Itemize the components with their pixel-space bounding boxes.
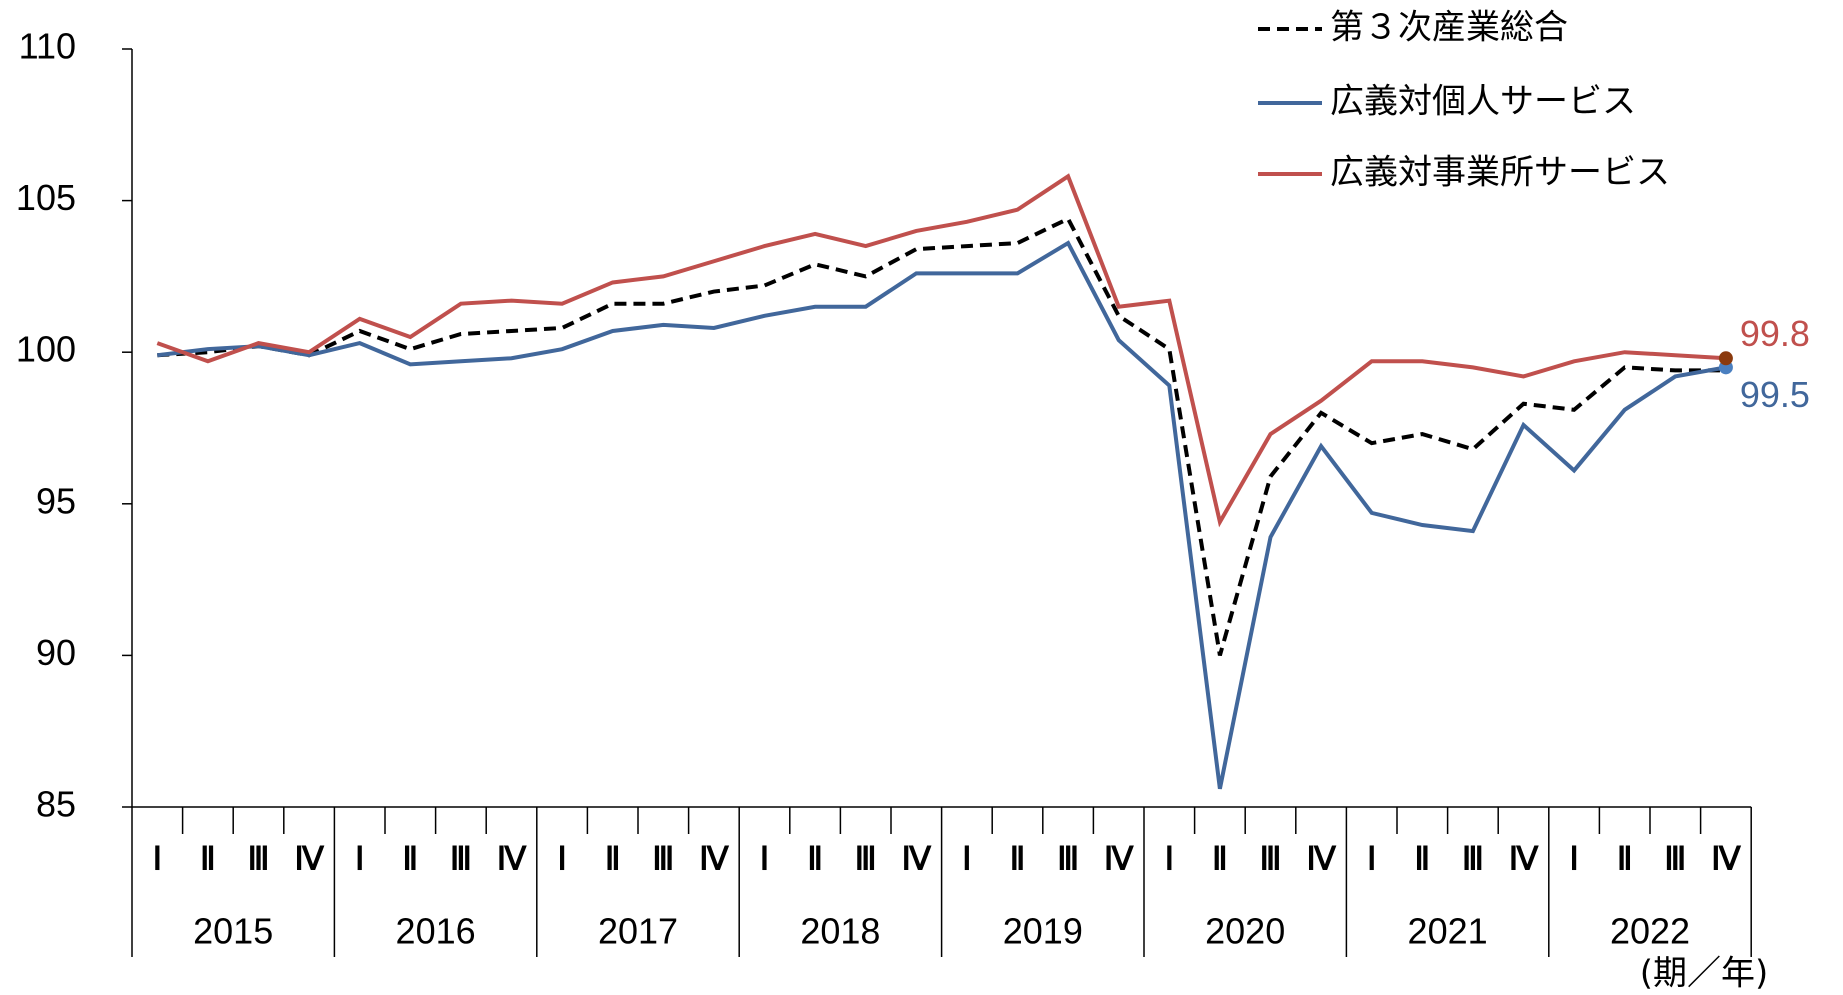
x-tick-label: Ⅱ: [807, 840, 823, 876]
series-line: [157, 240, 1727, 790]
x-tick-label: Ⅳ: [1509, 840, 1540, 876]
legend-label: 広義対個人サービス: [1330, 82, 1636, 122]
x-tick-label: Ⅱ: [1010, 840, 1026, 876]
x-tick-label: Ⅲ: [855, 840, 877, 876]
legend-label: 第３次産業総合: [1330, 8, 1568, 48]
x-axis-label: (期／年): [1640, 954, 1769, 994]
y-tick-label: 100: [16, 329, 76, 370]
x-tick-label: Ⅳ: [699, 840, 730, 876]
x-tick-label: Ⅰ: [153, 840, 162, 876]
x-tick-label: Ⅲ: [1664, 840, 1686, 876]
x-tick-label: Ⅲ: [1057, 840, 1079, 876]
y-tick-label: 105: [16, 177, 76, 218]
x-tick-label: Ⅲ: [1259, 840, 1281, 876]
x-tick-label: Ⅰ: [1165, 840, 1174, 876]
x-tick-label: Ⅱ: [200, 840, 216, 876]
end-label: 99.5: [1740, 374, 1810, 415]
x-tick-label: Ⅳ: [294, 840, 325, 876]
x-tick-label: Ⅳ: [1104, 840, 1135, 876]
x-tick-label: Ⅲ: [247, 840, 269, 876]
y-tick-label: 95: [36, 480, 76, 521]
x-tick-label: Ⅳ: [497, 840, 528, 876]
y-tick-label: 90: [36, 632, 76, 673]
legend-label: 広義対事業所サービス: [1330, 153, 1670, 193]
year-label: 2021: [1408, 911, 1488, 952]
year-label: 2015: [193, 911, 273, 952]
year-label: 2019: [1003, 911, 1083, 952]
x-tick-label: Ⅲ: [1462, 840, 1484, 876]
year-label: 2018: [800, 911, 880, 952]
x-tick-label: Ⅳ: [1306, 840, 1337, 876]
year-label: 2017: [598, 911, 678, 952]
x-tick-label: Ⅲ: [652, 840, 674, 876]
x-tick-label: Ⅳ: [1711, 840, 1742, 876]
x-tick-label: Ⅰ: [1569, 840, 1578, 876]
y-tick-label: 110: [19, 26, 76, 67]
x-tick-label: Ⅰ: [557, 840, 566, 876]
series-line: [156, 173, 1727, 528]
year-label: 2022: [1610, 911, 1690, 952]
x-tick-label: Ⅰ: [760, 840, 769, 876]
end-marker: [1718, 351, 1733, 366]
x-tick-label: Ⅱ: [1617, 840, 1633, 876]
x-tick-label: Ⅰ: [355, 840, 364, 876]
series-line: [157, 216, 1726, 656]
x-tick-label: Ⅰ: [1367, 840, 1376, 876]
year-label: 2020: [1205, 911, 1285, 952]
x-tick-label: Ⅳ: [902, 840, 933, 876]
x-tick-label: Ⅱ: [1414, 840, 1430, 876]
end-label: 99.8: [1740, 313, 1810, 354]
x-tick-label: Ⅱ: [402, 840, 418, 876]
x-tick-label: Ⅱ: [605, 840, 621, 876]
year-label: 2016: [396, 911, 476, 952]
x-tick-label: Ⅰ: [962, 840, 971, 876]
x-tick-label: Ⅱ: [1212, 840, 1228, 876]
x-tick-label: Ⅲ: [450, 840, 472, 876]
y-tick-label: 85: [36, 784, 76, 825]
